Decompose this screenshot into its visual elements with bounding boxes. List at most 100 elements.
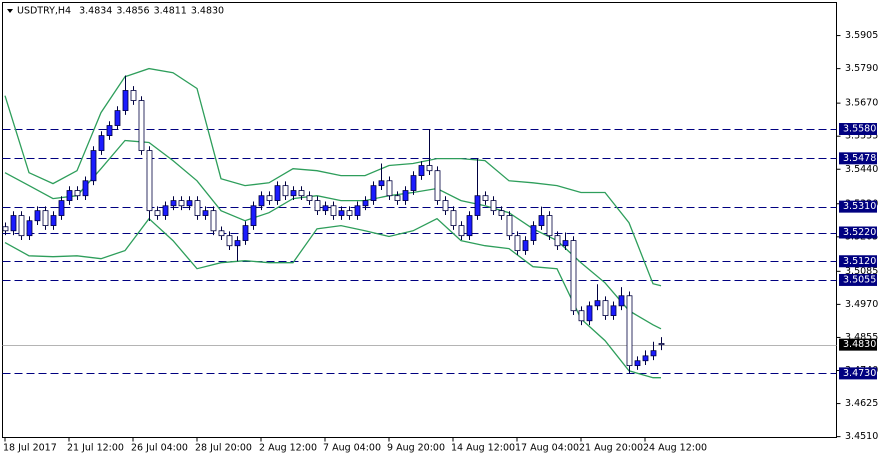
y-tick-label: 3.5670 — [845, 98, 878, 109]
candle-body — [546, 215, 553, 237]
candle-body — [554, 235, 561, 247]
x-tick-label: 26 Jul 04:00 — [131, 443, 188, 454]
candle-body — [122, 90, 129, 112]
candle-body — [258, 195, 265, 207]
level-label: 3.5580 — [843, 124, 876, 135]
candle-body — [298, 190, 305, 197]
candle-body — [418, 165, 425, 176]
x-tick-label: 2 Aug 12:00 — [259, 443, 317, 454]
candle-body — [114, 110, 121, 126]
bollinger-upper — [4, 67, 662, 287]
candle-body — [426, 165, 433, 172]
header-quote: 3.4856 — [116, 6, 149, 17]
bollinger-lower — [4, 217, 661, 379]
candle-body — [274, 185, 281, 201]
x-tick-label: 9 Aug 20:00 — [387, 443, 445, 454]
x-tick-label: 21 Aug 20:00 — [579, 443, 643, 454]
candle-body — [162, 205, 169, 216]
header-quote: 3.4830 — [191, 6, 224, 17]
y-tick-label: 3.4970 — [845, 299, 878, 310]
candle-body — [378, 180, 385, 187]
candle-body — [514, 235, 521, 252]
candle-body — [290, 190, 297, 197]
candle-body — [602, 300, 609, 316]
candle-body — [538, 215, 545, 227]
y-tick-label: 3.5905 — [845, 30, 878, 41]
candle-body — [434, 170, 441, 201]
level-box — [839, 152, 877, 165]
level-box — [839, 367, 877, 380]
candle-body — [18, 215, 25, 237]
y-tick-label: 3.4510 — [845, 431, 878, 442]
symbol-title: USDTRY,H4 — [17, 6, 71, 17]
level-label: 3.4730 — [843, 368, 876, 379]
candle-body — [106, 125, 113, 137]
candle-body — [50, 215, 57, 227]
candle-body — [186, 200, 193, 207]
candle-body — [450, 210, 457, 227]
candle-body — [98, 135, 105, 151]
candle-body — [330, 205, 337, 216]
candle-body — [90, 150, 97, 182]
x-tick-label: 21 Jul 12:00 — [67, 443, 124, 454]
candle-body — [634, 360, 641, 367]
candle-body — [402, 190, 409, 201]
level-box — [839, 273, 877, 286]
candle-body — [218, 230, 225, 237]
candle-body — [658, 343, 665, 346]
candle-body — [394, 195, 401, 201]
header-quote: 3.4834 — [79, 6, 112, 17]
header-quote: 3.4811 — [154, 6, 187, 17]
candle-body — [2, 226, 9, 232]
candle-body — [506, 215, 513, 237]
candle-body — [570, 240, 577, 312]
x-tick-label: 17 Aug 04:00 — [515, 443, 579, 454]
level-box — [839, 123, 877, 136]
candle-body — [226, 235, 233, 247]
candle-body — [370, 185, 377, 201]
x-tick-label: 28 Jul 20:00 — [195, 443, 252, 454]
plot-frame — [2, 2, 837, 438]
header-arrow — [7, 9, 13, 13]
candle-body — [498, 210, 505, 216]
candle-body — [578, 310, 585, 322]
candle-body — [530, 225, 537, 241]
candle-body — [322, 205, 329, 212]
candle-body — [650, 350, 657, 357]
candle-body — [210, 210, 217, 232]
level-label: 3.5478 — [843, 153, 876, 164]
candle-body — [562, 240, 569, 247]
y-tick-label: 3.5555 — [845, 131, 878, 142]
candle-body — [522, 240, 529, 252]
candle-body — [34, 210, 41, 222]
candle-body — [474, 195, 481, 216]
candle-body — [306, 195, 313, 201]
level-label: 3.5120 — [843, 256, 876, 267]
candle-body — [642, 355, 649, 362]
candle-body — [610, 305, 617, 316]
candle-body — [74, 190, 81, 197]
candle-body — [154, 210, 161, 216]
candle-body — [338, 210, 345, 216]
candle-body — [10, 215, 17, 232]
level-label: 3.5220 — [843, 227, 876, 238]
y-tick-label: 3.5440 — [845, 164, 878, 175]
y-tick-label: 3.4855 — [845, 332, 878, 343]
candle-body — [146, 150, 153, 212]
y-tick-label: 3.5790 — [845, 63, 878, 74]
x-tick-label: 14 Aug 12:00 — [451, 443, 515, 454]
level-label: 3.5055 — [843, 274, 876, 285]
candle-body — [26, 220, 33, 237]
current-price-box — [839, 338, 877, 351]
candle-body — [42, 210, 49, 227]
current-price-label: 3.4830 — [843, 339, 876, 350]
candle-body — [282, 185, 289, 197]
level-label: 3.5310 — [843, 201, 876, 212]
candle-body — [82, 180, 89, 197]
candle-body — [314, 200, 321, 212]
candle-body — [482, 195, 489, 201]
y-tick-label: 3.5085 — [845, 266, 878, 277]
candle-body — [250, 205, 257, 227]
